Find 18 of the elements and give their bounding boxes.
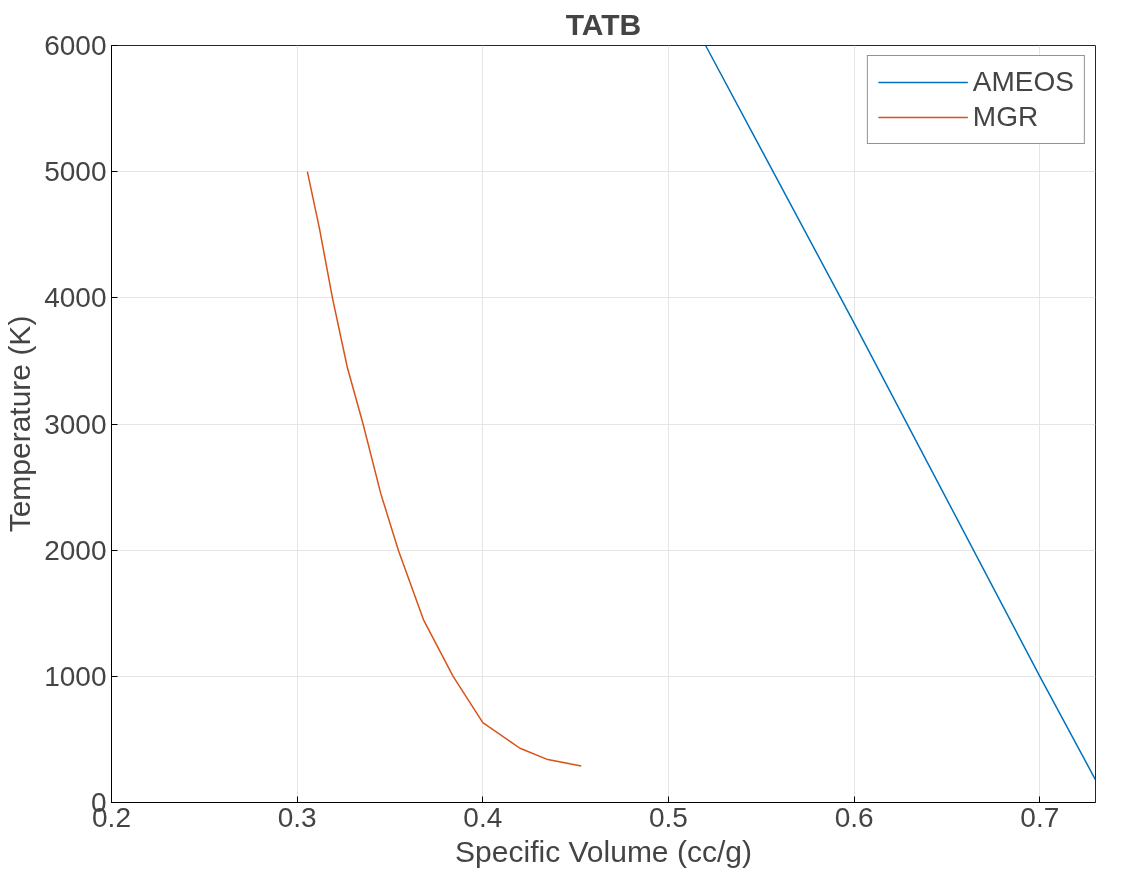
legend-label: AMEOS bbox=[972, 66, 1074, 98]
y-tick-label: 2000 bbox=[44, 534, 107, 566]
x-tick-label: 0.3 bbox=[277, 801, 317, 833]
chart-title: TATB bbox=[565, 7, 642, 41]
y-axis-title: Temperature (K) bbox=[3, 315, 37, 533]
y-tick-label: 6000 bbox=[44, 30, 107, 61]
y-tick-label: 4000 bbox=[44, 282, 107, 314]
x-tick-label: 0.5 bbox=[649, 801, 688, 833]
y-tick-label: 5000 bbox=[44, 156, 107, 188]
x-axis-title: Specific Volume (cc/g) bbox=[455, 834, 752, 868]
x-tick-label: 0.4 bbox=[463, 801, 503, 833]
y-tick-label: 3000 bbox=[44, 408, 107, 440]
line-series bbox=[704, 45, 1096, 781]
x-tick-label: 0.6 bbox=[834, 801, 874, 833]
legend-label: MGR bbox=[972, 101, 1039, 133]
x-tick-label: 0.7 bbox=[1020, 801, 1060, 833]
line-series bbox=[306, 170, 582, 767]
y-tick-label: 1000 bbox=[44, 660, 107, 692]
